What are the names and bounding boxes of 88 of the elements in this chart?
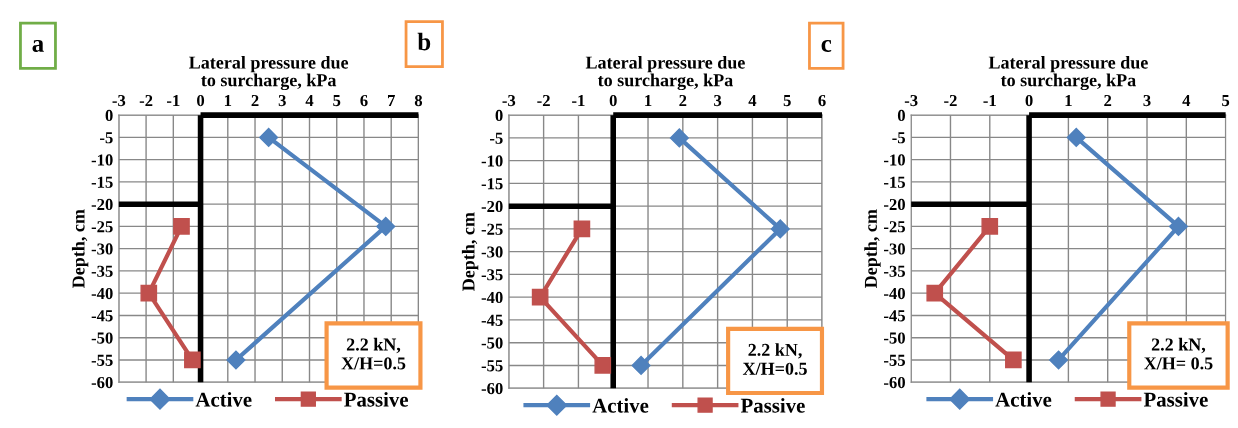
y-tick-label: 0 [105, 109, 113, 122]
y-tick-label: -45 [91, 310, 113, 322]
x-tick-label: 7 [387, 95, 395, 107]
y-tick-label: -5 [892, 132, 905, 144]
y-tick-label: -10 [481, 155, 503, 167]
x-tick-label: 3 [278, 94, 286, 107]
text: c [821, 39, 832, 52]
x-tick-label: 2 [679, 94, 687, 107]
x-tick-label: 5 [783, 95, 791, 107]
y-tick-label: -15 [884, 176, 905, 188]
y-tick-label: -60 [481, 382, 503, 395]
y-tick-label: -60 [884, 376, 905, 389]
y-tick-label: -45 [884, 310, 905, 322]
text: a [32, 39, 44, 52]
y-tick-label: -25 [91, 221, 113, 233]
x-tick-label: -3 [904, 94, 918, 107]
y-tick-label: -55 [481, 360, 503, 372]
x-axis-title: Lateral pressure due to surcharge, kPa [988, 55, 1148, 91]
legend-label: Passive [740, 398, 805, 413]
y-tick-label: -5 [489, 132, 503, 144]
x-tick-label: -3 [502, 94, 516, 107]
y-tick-label: -40 [91, 287, 113, 300]
x-tick-label: 4 [748, 95, 757, 107]
x-tick-label: 2 [1104, 94, 1112, 107]
x-tick-label: 4 [305, 95, 314, 107]
y-tick-label: -50 [91, 332, 113, 344]
x-tick-label: 1 [1065, 95, 1072, 107]
legend-label: Passive [1143, 392, 1208, 407]
y-tick-label: -50 [481, 337, 503, 349]
y-tick-label: -45 [481, 314, 503, 326]
x-tick-label: 0 [1025, 94, 1033, 107]
y-tick-label: -20 [884, 198, 905, 211]
x-tick-label: 5 [333, 95, 341, 107]
legend-label: Active [995, 392, 1052, 407]
y-tick-label: -15 [481, 178, 503, 190]
y-tick-label: -25 [884, 221, 905, 233]
y-tick-label: -30 [481, 246, 503, 258]
x-tick-label: 0 [197, 94, 205, 107]
y-tick-label: -10 [91, 154, 113, 166]
y-axis-title: Depth, cm [71, 209, 89, 288]
y-tick-label: 0 [495, 109, 503, 122]
y-tick-label: -10 [884, 154, 905, 166]
x-tick-label: 3 [714, 94, 722, 107]
x-tick-label: 5 [1222, 95, 1230, 107]
x-tick-label: -1 [572, 95, 585, 107]
x-tick-label: 0 [609, 94, 617, 107]
y-tick-label: -20 [91, 198, 113, 211]
x-tick-label: 3 [1143, 94, 1151, 107]
x-axis-title: Lateral pressure due to surcharge, kPa [585, 55, 745, 91]
legend-label: Active [592, 398, 649, 413]
y-tick-label: -50 [884, 332, 905, 344]
y-tick-label: -25 [481, 223, 503, 235]
y-tick-label: -15 [91, 176, 113, 188]
y-tick-label: -55 [884, 354, 905, 366]
text: b [417, 32, 431, 51]
legend-label: Passive [344, 392, 409, 407]
y-tick-label: -40 [481, 291, 503, 304]
x-tick-label: 2 [251, 94, 259, 107]
x-tick-label: -1 [983, 95, 996, 107]
y-tick-label: -35 [91, 265, 113, 277]
y-tick-label: -35 [884, 265, 905, 277]
y-tick-label: -35 [481, 269, 503, 281]
y-tick-label: -30 [91, 243, 113, 255]
annotation: 2.2 kN, X/H=0.5 [341, 337, 406, 370]
x-tick-label: 4 [1182, 95, 1191, 107]
y-tick-label: 0 [897, 109, 905, 122]
x-tick-label: 6 [360, 94, 368, 107]
x-tick-label: -2 [537, 94, 550, 107]
y-tick-label: -60 [91, 376, 113, 389]
y-axis-title: Depth, cm [461, 212, 479, 291]
y-tick-label: -40 [884, 287, 905, 300]
legend-label: Active [195, 392, 252, 407]
annotation: 2.2 kN, X/H= 0.5 [1144, 337, 1213, 370]
x-tick-label: -3 [112, 94, 126, 107]
x-axis-title: Lateral pressure due to surcharge, kPa [189, 55, 349, 91]
x-tick-label: 1 [224, 95, 232, 107]
y-tick-label: -5 [100, 132, 113, 144]
y-tick-label: -55 [91, 354, 113, 366]
x-tick-label: -2 [944, 94, 957, 107]
annotation: 2.2 kN, X/H=0.5 [742, 343, 807, 375]
x-tick-label: 8 [414, 94, 423, 107]
y-axis-title: Depth, cm [864, 209, 881, 288]
x-tick-label: -1 [166, 95, 180, 107]
y-tick-label: -30 [884, 243, 905, 255]
x-tick-label: 1 [645, 95, 652, 107]
x-tick-label: -2 [139, 94, 153, 107]
x-tick-label: 6 [818, 94, 826, 107]
y-tick-label: -20 [481, 200, 503, 213]
